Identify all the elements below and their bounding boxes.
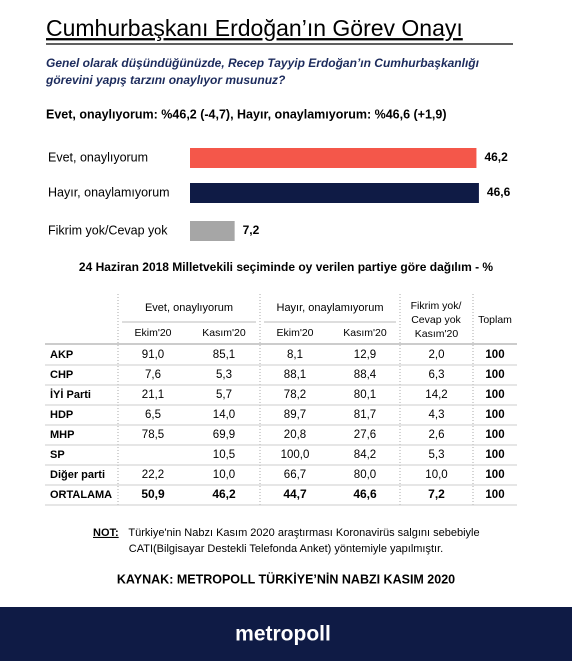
table: Evet, onaylıyorum Hayır, onaylamıyorum Fik… xyxy=(45,294,517,506)
cell: 8,1 xyxy=(287,349,303,361)
value-label: 7,2 xyxy=(243,223,260,237)
cell: 22,2 xyxy=(142,469,164,481)
cell: 44,7 xyxy=(283,487,307,501)
title: Cumhurbaşkanı Erdoğan’ın Görev Onayı xyxy=(46,15,463,41)
cell: 91,0 xyxy=(142,349,164,361)
note-label: NOT: xyxy=(93,527,119,539)
cell: 7,2 xyxy=(428,487,445,501)
cell: 46,2 xyxy=(212,487,236,501)
total: 100 xyxy=(485,489,504,501)
bar xyxy=(190,183,479,203)
cell: 14,2 xyxy=(425,389,447,401)
total: 100 xyxy=(485,409,504,421)
footer xyxy=(0,607,572,661)
cell: 14,0 xyxy=(213,409,235,421)
summary: Evet, onaylıyorum: %46,2 (-4,7), Hayır, … xyxy=(46,107,447,121)
row-label: CHP xyxy=(50,369,73,381)
sub-header: Kasım'20 xyxy=(415,328,459,340)
source: KAYNAK: METROPOLL TÜRKİYE’NİN NABZI KASI… xyxy=(117,571,455,586)
cell: 7,6 xyxy=(145,369,161,381)
group-header: Fikrim yok/ xyxy=(411,300,462,312)
table-title: 24 Haziran 2018 Milletvekili seçiminde o… xyxy=(79,260,494,274)
cell: 10,0 xyxy=(213,469,235,481)
value-label: 46,2 xyxy=(484,150,508,164)
cell: 5,3 xyxy=(216,369,232,381)
sub-header: Kasım'20 xyxy=(202,327,246,339)
bar xyxy=(190,221,235,241)
cell: 78,5 xyxy=(142,429,164,441)
cell: 27,6 xyxy=(354,429,376,441)
row-label: Diğer parti xyxy=(50,469,105,481)
total: 100 xyxy=(485,349,504,361)
cell: 69,9 xyxy=(213,429,235,441)
total: 100 xyxy=(485,449,504,461)
total: 100 xyxy=(485,469,504,481)
group-header: Hayır, onaylamıyorum xyxy=(277,302,384,314)
total: 100 xyxy=(485,369,504,381)
cell: 88,4 xyxy=(354,369,377,381)
row-label: SP xyxy=(50,449,65,461)
cell: 20,8 xyxy=(284,429,306,441)
cell: 21,1 xyxy=(142,389,164,401)
cell: 5,3 xyxy=(429,449,445,461)
sub-header: Kasım'20 xyxy=(343,327,387,339)
cell: 89,7 xyxy=(284,409,306,421)
cell: 84,2 xyxy=(354,449,376,461)
note-line: Türkiye'nin Nabzı Kasım 2020 araştırması… xyxy=(128,527,479,539)
cell: 6,5 xyxy=(145,409,161,421)
cell: 10,5 xyxy=(213,449,235,461)
cell: 80,1 xyxy=(354,389,376,401)
cell: 12,9 xyxy=(354,349,376,361)
cell: 66,7 xyxy=(284,469,306,481)
question-line: görevini yapış tarzını onaylıyor musunuz… xyxy=(45,73,286,87)
row-label: İYİ Parti xyxy=(50,388,91,401)
group-header: Evet, onaylıyorum xyxy=(145,302,233,314)
total-header: Toplam xyxy=(478,314,512,326)
bar-label: Evet, onaylıyorum xyxy=(48,150,148,164)
row-label: AKP xyxy=(50,349,73,361)
cell: 2,6 xyxy=(429,429,445,441)
row-label: ORTALAMA xyxy=(50,489,112,501)
bar-label: Hayır, onaylamıyorum xyxy=(48,185,170,199)
row-label: HDP xyxy=(50,409,73,421)
cell: 50,9 xyxy=(141,487,165,501)
cell: 81,7 xyxy=(354,409,376,421)
cell: 4,3 xyxy=(429,409,445,421)
note-line: CATI(Bilgisayar Destekli Telefonda Anket… xyxy=(129,543,443,555)
group-header: Cevap yok xyxy=(411,314,461,326)
cell: 10,0 xyxy=(425,469,447,481)
cell: 85,1 xyxy=(213,349,235,361)
total: 100 xyxy=(485,429,504,441)
cell: 46,6 xyxy=(353,487,377,501)
value-label: 46,6 xyxy=(487,185,511,199)
cell: 78,2 xyxy=(284,389,306,401)
cell: 5,7 xyxy=(216,389,232,401)
row-label: MHP xyxy=(50,429,74,441)
cell: 100,0 xyxy=(281,449,310,461)
cell: 80,0 xyxy=(354,469,376,481)
question-line: Genel olarak düşündüğünüzde, Recep Tayyi… xyxy=(46,56,480,70)
cell: 6,3 xyxy=(429,369,445,381)
total: 100 xyxy=(485,389,504,401)
cell: 88,1 xyxy=(284,369,306,381)
bar-label: Fikrim yok/Cevap yok xyxy=(48,223,168,237)
brand: metropoll xyxy=(235,623,331,646)
cell: 2,0 xyxy=(429,349,445,361)
sub-header: Ekim'20 xyxy=(134,327,171,339)
bar xyxy=(190,148,477,168)
sub-header: Ekim'20 xyxy=(276,327,313,339)
